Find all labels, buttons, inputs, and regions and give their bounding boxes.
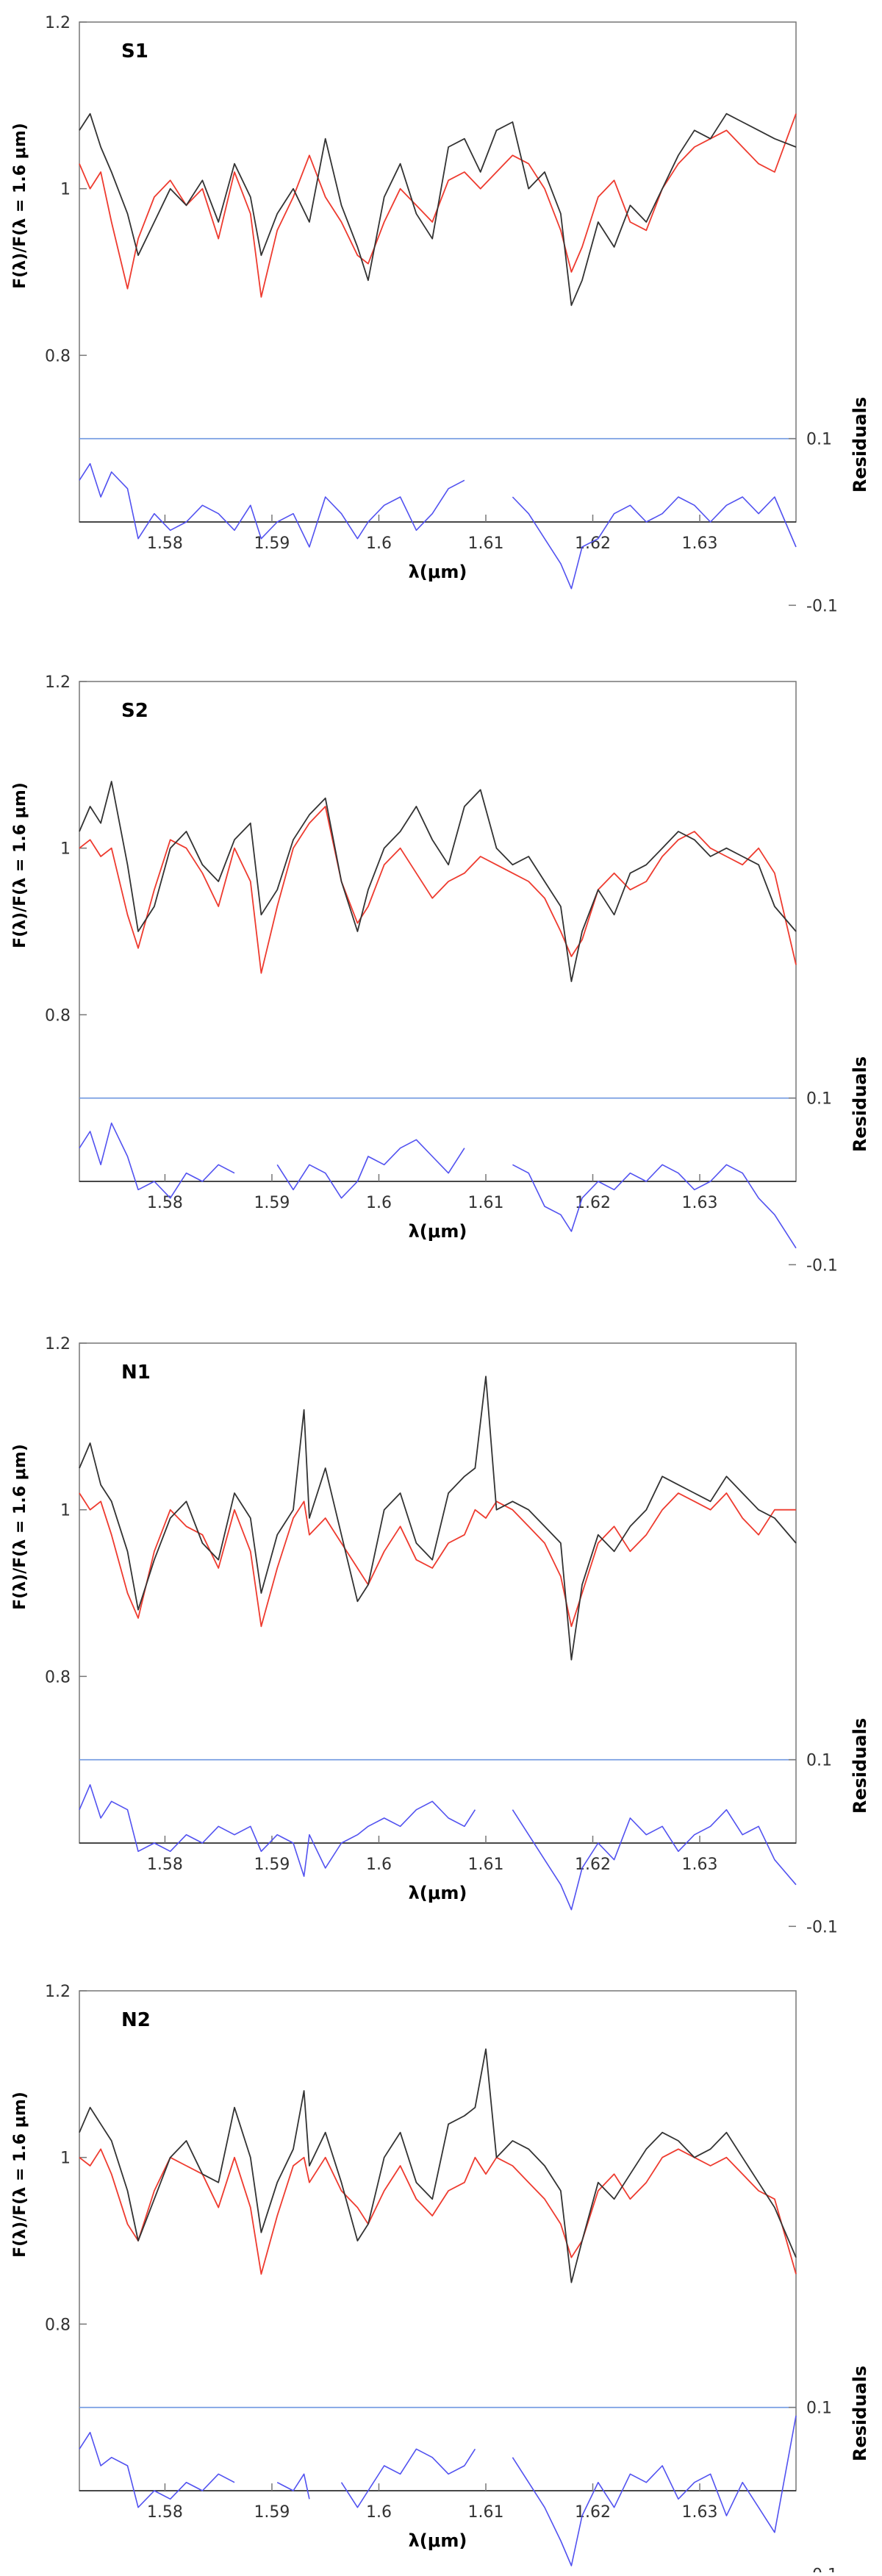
model-spectrum-line: [79, 1492, 796, 1628]
x-tick-label: 1.62: [575, 2503, 611, 2522]
residual-line: [79, 2415, 797, 2566]
y-tick-label: 1.2: [45, 1983, 71, 2001]
x-axis-label: λ(μm): [409, 1883, 467, 1903]
x-tick-label: 1.58: [147, 534, 183, 553]
residual-tick-label: 0.1: [806, 2400, 832, 2418]
x-axis-label: λ(μm): [409, 562, 467, 582]
x-tick-label: 1.62: [575, 534, 611, 553]
residuals-axis-label: Residuals: [850, 1056, 870, 1152]
residual-line: [79, 1783, 797, 1911]
model-spectrum-line: [79, 2148, 797, 2275]
y-axis-label: F(λ)/F(λ = 1.6 μm): [11, 1444, 29, 1610]
plot-frame: [79, 21, 797, 523]
residuals-axis-label: Residuals: [850, 2366, 870, 2461]
y-axis-label: F(λ)/F(λ = 1.6 μm): [11, 123, 29, 289]
x-tick-label: 1.61: [467, 1856, 503, 1874]
x-tick-label: 1.59: [254, 2503, 290, 2522]
panel-label: N2: [121, 2009, 151, 2031]
y-tick-label: 1.2: [45, 673, 71, 692]
x-tick-label: 1.61: [467, 1194, 503, 1212]
y-tick-label: 1: [60, 181, 71, 199]
panel-label: S2: [121, 700, 148, 722]
observed-spectrum-line: [79, 1375, 797, 1661]
observed-spectrum-line: [79, 112, 797, 307]
plot-frame: [79, 1990, 797, 2491]
x-tick-label: 1.63: [682, 1194, 718, 1212]
y-tick-label: 1.2: [45, 1335, 71, 1353]
x-tick-label: 1.63: [682, 2503, 718, 2522]
panel-s1: 0.8 1 1.2 0.1 -0.1 1.58 1.59 1.6 1.61 1.62 1.63 λ(μ…: [11, 14, 870, 615]
x-tick-label: 1.58: [147, 1856, 183, 1874]
y-tick-label: 1.2: [45, 14, 71, 32]
plot-frame: [79, 681, 797, 1182]
y-tick-label: 1: [60, 2150, 71, 2168]
x-tick-label: 1.62: [575, 1856, 611, 1874]
y-tick-label: 1: [60, 840, 71, 859]
residuals-axis-label: Residuals: [850, 1718, 870, 1814]
y-tick-label: 0.8: [45, 2316, 71, 2334]
panel-label: N1: [121, 1362, 151, 1384]
x-tick-label: 1.6: [366, 534, 392, 553]
residual-tick-label: 0.1: [806, 431, 832, 449]
panel-label: S1: [121, 40, 148, 62]
panel-n2: 0.8 1 1.2 0.1 -0.1 1.58 1.59 1.6 1.61 1.62 1.63 λ(μ…: [11, 1983, 870, 2576]
x-tick-label: 1.58: [147, 2503, 183, 2522]
residual-tick-label: -0.1: [806, 1918, 838, 1936]
x-tick-label: 1.59: [254, 534, 290, 553]
panel-s2: 0.811.20.1-0.11.58 1.59 1.6 1.61 1.62 1.63λ(μ…: [11, 673, 870, 1275]
residuals-axis-label: Residuals: [850, 397, 870, 493]
panel-n1: 0.8 1 1.2 0.1 -0.1 1.58 1.59 1.6 1.61 1.62 1.63 λ(μ…: [11, 1335, 870, 1936]
y-tick-label: 1: [60, 1502, 71, 1520]
residual-tick-label: -0.1: [806, 2566, 838, 2572]
residual-line: [79, 462, 797, 590]
x-tick-label: 1.6: [366, 2503, 392, 2522]
y-axis-label: F(λ)/F(λ = 1.6 μm): [11, 782, 29, 948]
plot-frame: [79, 1342, 797, 1844]
y-axis-label: F(λ)/F(λ = 1.6 μm): [11, 2092, 29, 2258]
x-tick-label: 1.61: [467, 2503, 503, 2522]
x-axis-label: λ(μm): [409, 1221, 467, 1242]
y-tick-label: 0.8: [45, 1006, 71, 1025]
x-tick-label: 1.6: [366, 1856, 392, 1874]
residual-tick-label: 0.1: [806, 1752, 832, 1770]
residual-tick-label: -0.1: [806, 1256, 838, 1275]
x-tick-label: 1.61: [467, 534, 503, 553]
residual-tick-label: 0.1: [806, 1090, 832, 1109]
x-tick-label: 1.6: [366, 1194, 392, 1212]
x-tick-label: 1.59: [254, 1856, 290, 1874]
y-tick-label: 0.8: [45, 347, 71, 365]
model-spectrum-line: [79, 806, 797, 974]
x-tick-label: 1.58: [147, 1194, 183, 1212]
observed-spectrum-line: [79, 2048, 797, 2283]
x-axis-label: λ(μm): [409, 2530, 467, 2551]
residual-tick-label: -0.1: [806, 597, 838, 615]
x-tick-label: 1.63: [682, 1856, 718, 1874]
observed-spectrum-line: [79, 781, 797, 982]
x-tick-label: 1.63: [682, 534, 718, 553]
y-tick-label: 0.8: [45, 1668, 71, 1686]
residual-line: [79, 1122, 797, 1249]
x-tick-label: 1.59: [254, 1194, 290, 1212]
